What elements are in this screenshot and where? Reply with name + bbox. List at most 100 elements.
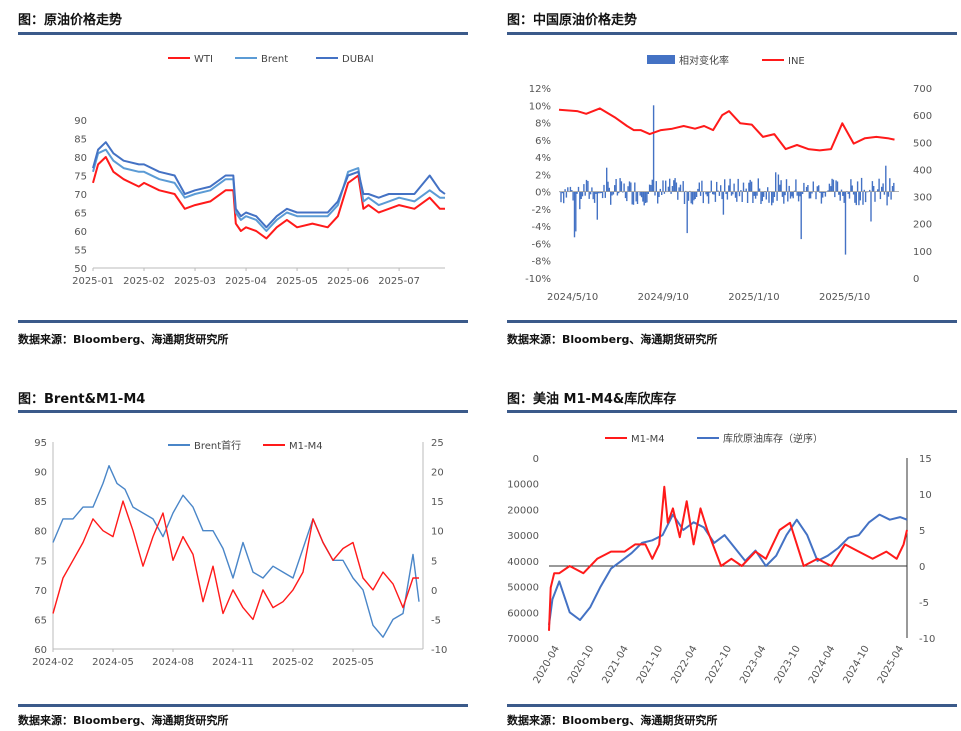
c4-y-right-tick: -10 (919, 634, 935, 645)
c2-y-left-tick: -4% (532, 222, 551, 233)
chart-crude-oil-prices: 50 55 60 65 70 75 80 85 90 2025-01 2025-02 2025-03 2… (72, 54, 446, 287)
c2-bar (659, 188, 661, 192)
c4-x-tick: 2021-10 (635, 644, 665, 686)
c2-bar (686, 191, 688, 234)
c2-bar (809, 191, 812, 199)
c2-bar (631, 191, 633, 205)
c4-y-left-tick: 50000 (507, 583, 539, 594)
c2-bar (693, 191, 695, 201)
c3-legend-1-label: M1-M4 (289, 441, 323, 452)
c2-bar (576, 191, 578, 194)
c2-bar (763, 191, 765, 197)
c3-y-right-tick: 20 (431, 468, 444, 479)
c2-bar (729, 178, 731, 192)
c2-bar (707, 191, 710, 204)
panel-2-bottom-rule (507, 320, 957, 323)
c2-bar (758, 188, 761, 192)
c2-bar (581, 191, 584, 197)
c3-y-left-tick: 85 (34, 497, 47, 508)
c2-bar (870, 191, 872, 222)
c2-bar (879, 191, 882, 200)
c4-y-left-tick: 10000 (507, 480, 539, 491)
c2-y-left-tick: 4% (535, 153, 551, 164)
c2-bar (820, 191, 823, 204)
c2-bar (579, 191, 581, 210)
c2-bar (701, 180, 703, 192)
c2-y-left-tick: -2% (532, 205, 551, 216)
c2-bar (612, 191, 615, 195)
c2-bar (651, 179, 653, 192)
c2-bar (827, 190, 829, 192)
c2-bar (788, 185, 790, 192)
c2-bar (702, 191, 704, 204)
c2-y-right-tick: 300 (913, 193, 932, 204)
c2-bar (650, 185, 652, 192)
c2-bar (583, 184, 585, 192)
c2-bar (818, 185, 820, 192)
c1-y-tick: 85 (74, 135, 87, 146)
c2-bar (654, 191, 656, 196)
c2-bar (799, 191, 801, 197)
c3-y-right-tick: 10 (431, 527, 444, 538)
c2-bar (640, 191, 643, 198)
c2-bar (776, 191, 778, 201)
c2-bar (695, 191, 698, 197)
c2-bar (881, 186, 883, 192)
c2-bar (730, 191, 733, 196)
c4-y-right-tick: 5 (919, 526, 925, 537)
c2-legend-0-swatch (647, 55, 675, 64)
c2-bar (580, 191, 582, 199)
c2-y-right-tick: 200 (913, 220, 932, 231)
c2-y-right-tick: 700 (913, 84, 932, 95)
c2-y-left-tick: 0% (535, 188, 551, 199)
c2-bar (615, 179, 617, 192)
c2-bar (705, 191, 707, 195)
c1-y-tick: 75 (74, 172, 87, 183)
c2-bar (728, 185, 730, 192)
c2-bar (608, 187, 610, 192)
c2-bar (600, 191, 602, 193)
c2-bar (714, 191, 717, 202)
c1-x-tick: 2025-04 (225, 276, 267, 287)
c2-bar (713, 191, 715, 195)
c2-bar (726, 191, 729, 200)
c2-bar (877, 189, 879, 192)
c2-bar (842, 191, 844, 196)
c2-bar (756, 191, 758, 196)
c2-bar (784, 191, 786, 196)
c2-bar (644, 191, 647, 203)
c4-y-left-tick: 20000 (507, 505, 539, 516)
c3-y-right-tick: 0 (431, 586, 437, 597)
c2-bar (599, 191, 601, 194)
c3-x-tick: 2025-05 (332, 657, 374, 668)
c2-bar (572, 191, 574, 201)
c1-series-dubai (92, 141, 446, 229)
c2-bar (844, 191, 847, 255)
c2-bar (627, 186, 629, 192)
panel-4-top-rule (507, 410, 957, 413)
c2-bar (823, 191, 825, 193)
c2-bar (620, 181, 623, 192)
c2-bar (771, 191, 773, 206)
c2-y-left-tick: 8% (535, 119, 551, 130)
c2-bar (603, 184, 605, 192)
c2-bar (760, 191, 762, 204)
c2-bar (791, 191, 793, 197)
c1-y-tick: 70 (74, 190, 87, 201)
panel-1-bottom-rule (18, 320, 468, 323)
c2-bar (796, 191, 798, 196)
panel-2-top-rule (507, 32, 957, 35)
c4-x-tick: 2024-04 (807, 644, 837, 686)
c2-bar (765, 191, 767, 200)
c2-bar (720, 185, 722, 192)
c2-bar (618, 191, 620, 194)
c4-x-tick: 2023-04 (738, 644, 768, 686)
panel-1-title: 图：原油价格走势 (18, 13, 123, 28)
c2-bar (577, 186, 580, 192)
c3-y-left-tick: 95 (34, 438, 47, 449)
c2-bar (596, 191, 598, 220)
c3-x-tick: 2024-08 (152, 657, 194, 668)
c2-bar (851, 185, 853, 192)
c1-x-tick: 2025-03 (174, 276, 216, 287)
c2-bar (623, 183, 625, 192)
